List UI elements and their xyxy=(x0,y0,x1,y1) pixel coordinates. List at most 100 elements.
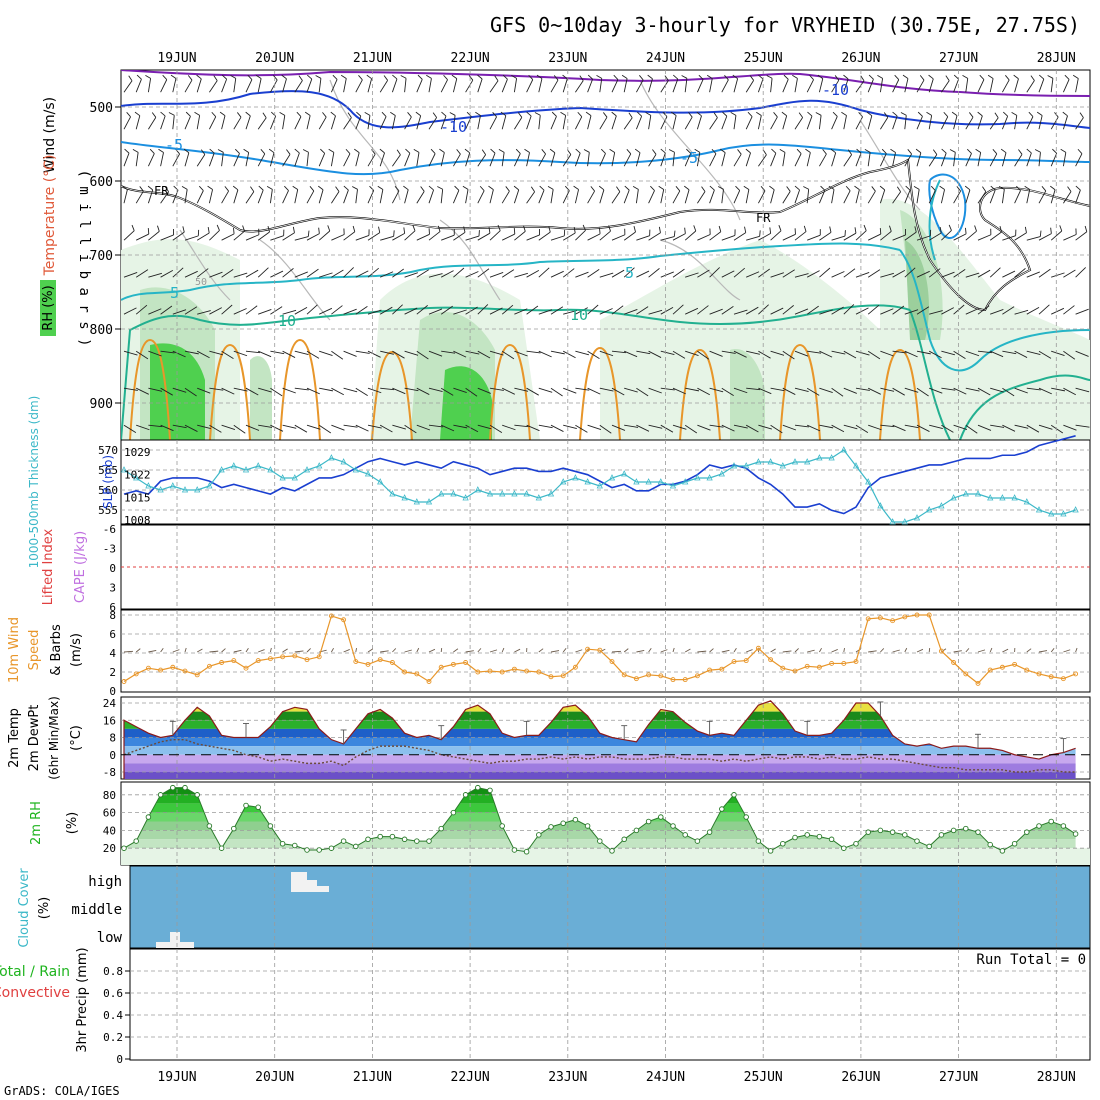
wind-barb-feather xyxy=(639,75,644,81)
wind-barb-feather xyxy=(577,111,583,118)
warm-contour xyxy=(579,346,621,440)
wind-barb-feather xyxy=(500,111,507,117)
wind-barb-feather xyxy=(187,75,193,81)
wind-barb xyxy=(331,191,340,204)
wind-barb xyxy=(623,189,630,204)
wind-barb xyxy=(782,79,789,93)
wind-barb xyxy=(575,387,590,391)
rh-label-unit: (%) xyxy=(65,812,80,835)
wind-barb xyxy=(807,350,822,354)
rh2m-point xyxy=(560,820,566,827)
wind-barb xyxy=(319,307,333,315)
wind-barb-feather xyxy=(1011,111,1018,116)
wind-barb xyxy=(184,152,190,167)
wind-barb xyxy=(123,307,137,315)
wind-barb xyxy=(404,350,419,356)
surface-wind-barb xyxy=(282,648,288,653)
wind-barb-feather xyxy=(796,148,802,154)
surface-wind-barb xyxy=(331,647,334,653)
wind-barb xyxy=(465,271,479,278)
wind-barb xyxy=(660,424,674,433)
wind-speed-point xyxy=(902,614,908,620)
upper-axis-unit: ( m i l l i b a r s ) xyxy=(76,169,92,346)
wind-barb xyxy=(538,350,552,358)
y-tick-label: 900 xyxy=(90,397,113,412)
wind-barb xyxy=(916,350,931,355)
surface-wind-barb xyxy=(770,648,776,653)
wind-barb xyxy=(660,80,669,93)
wind-barb-feather xyxy=(860,75,865,81)
wind-barb xyxy=(526,305,539,315)
wind-speed-point xyxy=(450,661,456,667)
wind-barb-feather xyxy=(829,226,832,233)
wind-barb-feather xyxy=(1060,148,1067,153)
wind-barb-feather xyxy=(488,185,494,190)
wind-barb xyxy=(355,350,370,354)
wind-barb xyxy=(819,387,833,393)
thickness-point xyxy=(1011,494,1018,501)
wind-barb xyxy=(733,115,737,130)
wind-barb xyxy=(440,152,445,167)
wind-barb xyxy=(1075,424,1090,428)
rh-area xyxy=(150,343,205,440)
wind-barb xyxy=(697,305,709,315)
wind-barb-feather xyxy=(896,186,902,192)
rh2m-point xyxy=(804,832,810,838)
wind-barb-feather xyxy=(294,148,300,154)
wind-barb-feather xyxy=(681,75,688,79)
wind-barb xyxy=(709,153,717,167)
wind-barb-feather xyxy=(170,74,177,79)
cloud-panel-frame xyxy=(129,865,1091,949)
temp-series-line xyxy=(123,700,1076,779)
wind-barb xyxy=(477,115,481,130)
wind-speed-point xyxy=(328,613,334,619)
thickness-point xyxy=(194,486,201,493)
wind-barb xyxy=(697,269,710,278)
wind-barb xyxy=(904,231,917,241)
surface-wind-barb xyxy=(746,649,753,653)
wind-barb-feather xyxy=(247,74,253,80)
rh2m-point xyxy=(780,841,786,847)
wind-barb-feather xyxy=(451,74,458,79)
wind-barb xyxy=(1014,154,1023,167)
wind-barb xyxy=(685,307,699,315)
temperature-contour xyxy=(121,90,1090,129)
wind-barb-feather xyxy=(164,186,170,192)
wind-barb xyxy=(928,268,941,278)
wind-barb xyxy=(758,154,767,167)
wind-barb xyxy=(172,78,177,93)
wind-barb xyxy=(806,387,820,396)
contour-label-m10a: -10 xyxy=(440,118,467,136)
wind-barb xyxy=(1038,304,1050,315)
wind-barb xyxy=(599,189,605,204)
wind-barb xyxy=(160,79,168,93)
rh2m-point xyxy=(877,827,884,834)
slp-label-thickness: 1000-500mb Thickness (dm) xyxy=(27,396,41,569)
wind-barb xyxy=(440,270,454,278)
wind-barb xyxy=(452,115,456,130)
surface-wind-barb xyxy=(233,649,242,653)
wind-barb xyxy=(392,154,401,167)
wind-barb xyxy=(465,189,469,204)
rh2m-point xyxy=(365,836,371,843)
wind-barb-feather xyxy=(608,225,611,232)
wind-barb xyxy=(1026,424,1040,433)
wind-barb xyxy=(355,387,368,397)
wind-barb xyxy=(392,424,406,430)
temp-band xyxy=(124,737,1076,747)
rh2m-point xyxy=(206,823,213,829)
thickness-point xyxy=(901,518,908,525)
thickness-point xyxy=(706,474,713,481)
wind-barb xyxy=(465,235,480,241)
contour-label-p5a: 5 xyxy=(170,284,179,302)
surface-wind-barb xyxy=(831,649,838,653)
wind-barb-feather xyxy=(701,186,706,192)
surface-wind-barb xyxy=(868,650,877,653)
wind-barb xyxy=(355,115,362,130)
thickness-point xyxy=(718,470,725,477)
wind-barb xyxy=(550,306,564,315)
wind-barb-feather xyxy=(1041,186,1047,192)
wind-barb xyxy=(453,424,468,429)
precip-tick: 0.8 xyxy=(103,965,123,978)
wind-barb-feather xyxy=(722,111,728,117)
